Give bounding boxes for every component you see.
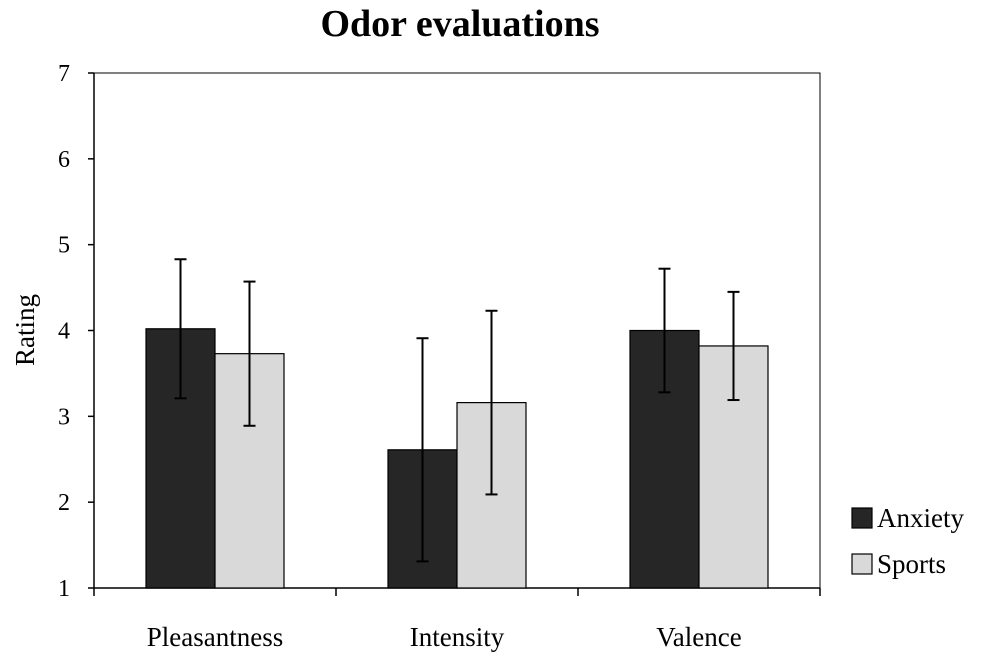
y-tick-label: 2 [58, 490, 70, 516]
x-tick-label: Pleasantness [147, 622, 283, 652]
y-axis-label: Rating [10, 294, 40, 366]
legend-swatch-sports [851, 553, 873, 575]
x-tick-label: Valence [656, 622, 741, 652]
y-tick-label: 7 [58, 61, 70, 87]
chart-title: Odor evaluations [320, 3, 599, 45]
y-tick-label: 1 [58, 576, 70, 602]
legend-label-sports: Sports [877, 549, 946, 579]
legend: Anxiety Sports [851, 503, 964, 579]
y-tick-label: 6 [58, 147, 70, 173]
y-tick-label: 4 [58, 319, 70, 345]
y-tick-label: 5 [58, 233, 70, 259]
y-tick-label: 3 [58, 404, 70, 430]
x-tick-label: Intensity [410, 622, 505, 652]
legend-label-anxiety: Anxiety [877, 503, 964, 533]
legend-swatch-anxiety [851, 507, 873, 529]
